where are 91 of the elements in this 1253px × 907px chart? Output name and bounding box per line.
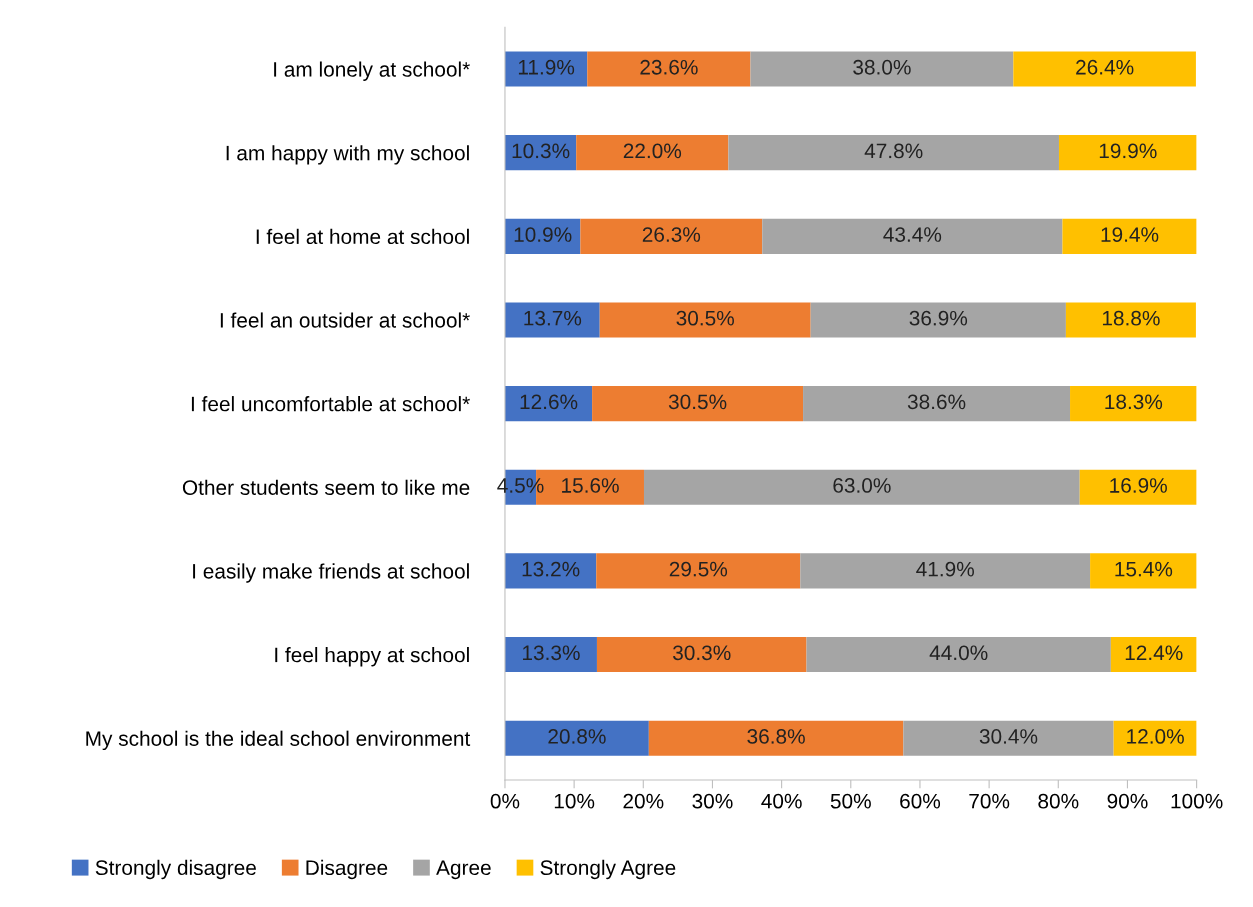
data-label: 12.0% <box>1127 729 1184 744</box>
data-label: 30.3% <box>672 645 731 661</box>
bar <box>1090 553 1197 589</box>
x-tick-label: 30% <box>692 793 733 809</box>
data-label: 11.9% <box>518 59 575 75</box>
legend-label: Agree <box>436 860 491 880</box>
y-tick-label: I feel at home at school <box>256 228 469 245</box>
bar <box>504 720 649 756</box>
x-tick-label: 80% <box>1038 793 1079 809</box>
legend-label: Disagree <box>306 859 388 880</box>
bar <box>803 386 1071 422</box>
bar <box>903 720 1114 756</box>
bar <box>728 135 1059 171</box>
x-tick-label: 70% <box>969 793 1010 809</box>
bar <box>648 720 904 756</box>
bar <box>750 51 1014 87</box>
data-label: 29.5% <box>669 561 728 577</box>
data-label: 38.6% <box>907 394 966 410</box>
data-label: 38.0% <box>853 59 911 75</box>
bar <box>1110 636 1197 673</box>
y-tick-label: I am happy with my school <box>226 145 469 165</box>
data-label: 16.9% <box>1110 478 1167 493</box>
y-tick-label: My school is the ideal school environment <box>86 730 471 751</box>
bar <box>580 218 763 254</box>
data-label: 10.3% <box>512 143 570 159</box>
y-tick-label: Other students seem to like me <box>182 479 470 496</box>
x-tick-label: 100% <box>1171 793 1223 809</box>
data-label: 15.4% <box>1115 561 1173 577</box>
bar <box>596 553 801 589</box>
data-label: 26.3% <box>642 227 701 242</box>
bar <box>592 386 804 422</box>
data-label: 23.6% <box>640 59 698 75</box>
data-label: 13.7% <box>524 310 582 326</box>
x-tick-label: 20% <box>623 793 664 809</box>
x-tick-label: 60% <box>900 793 941 809</box>
data-label: 63.0% <box>833 478 891 493</box>
bar <box>504 51 588 87</box>
data-label: 30.5% <box>676 310 734 326</box>
data-label: 12.6% <box>520 394 578 410</box>
data-label: 47.8% <box>864 143 923 159</box>
bar <box>1079 469 1197 505</box>
bar <box>504 302 600 338</box>
y-tick-label: I feel uncomfortable at school* <box>191 396 470 412</box>
bar <box>1058 135 1197 171</box>
bar <box>1065 302 1196 338</box>
bar <box>800 553 1091 589</box>
bar <box>643 469 1080 505</box>
data-label: 18.8% <box>1102 310 1160 326</box>
y-tick-label: I am lonely at school* <box>274 61 470 81</box>
bar <box>576 135 729 171</box>
data-label: 43.4% <box>883 227 942 242</box>
bar <box>504 636 597 673</box>
bar <box>1062 218 1197 254</box>
bar <box>504 386 593 422</box>
data-label: 19.4% <box>1101 227 1159 242</box>
data-label: 36.8% <box>747 729 805 744</box>
data-label: 44.0% <box>929 645 988 661</box>
legend-label: Strongly disagree <box>95 859 256 880</box>
data-label: 22.0% <box>623 143 682 159</box>
bar <box>1070 386 1197 422</box>
y-tick-label: I feel happy at school <box>275 647 469 667</box>
bar <box>596 636 807 673</box>
data-label: 30.5% <box>668 394 727 410</box>
bar <box>1013 51 1196 87</box>
x-tick-label: 50% <box>830 793 871 809</box>
x-tick-label: 90% <box>1107 793 1148 809</box>
bar <box>599 302 811 338</box>
data-label: 10.9% <box>514 227 572 242</box>
data-label: 13.3% <box>523 645 580 661</box>
data-label: 26.4% <box>1076 59 1134 75</box>
data-label: 36.9% <box>909 310 968 326</box>
data-label: 18.3% <box>1105 394 1163 410</box>
bar <box>504 553 597 589</box>
data-label: 13.2% <box>522 561 580 577</box>
bar <box>806 636 1111 673</box>
data-label: 30.4% <box>979 729 1038 744</box>
x-tick-label: 10% <box>554 793 595 809</box>
y-tick-label: I easily make friends at school <box>193 563 469 583</box>
y-tick-label: I feel an outsider at school* <box>220 312 470 328</box>
bar <box>810 302 1066 338</box>
data-label: 41.9% <box>916 561 974 577</box>
data-label: 15.6% <box>562 478 619 493</box>
data-label: 20.8% <box>548 729 606 744</box>
bar <box>1113 720 1197 756</box>
bar <box>762 218 1063 254</box>
legend-label: Strongly Agree <box>540 859 676 880</box>
x-tick-label: 0% <box>490 793 520 809</box>
x-tick-label: 40% <box>761 793 802 809</box>
bar <box>587 51 751 87</box>
data-label: 19.9% <box>1099 143 1157 159</box>
data-label: 12.4% <box>1125 645 1183 661</box>
